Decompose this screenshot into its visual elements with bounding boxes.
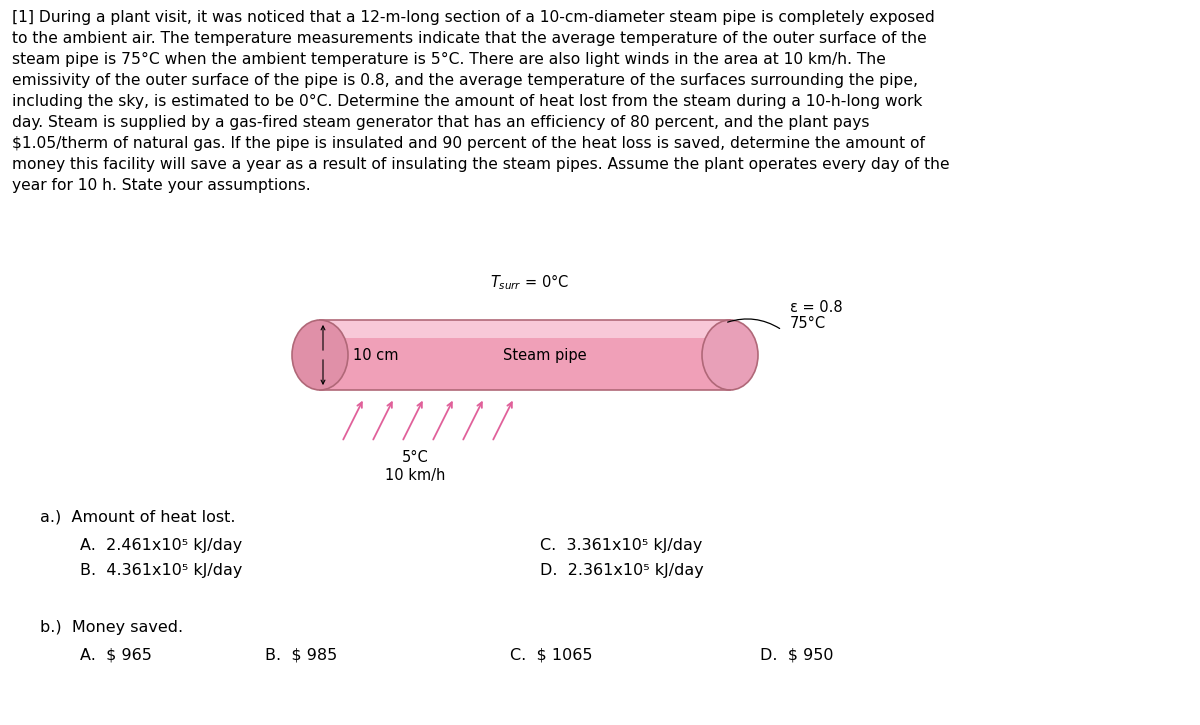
Ellipse shape	[702, 320, 758, 390]
Text: C.  3.361x10⁵ kJ/day: C. 3.361x10⁵ kJ/day	[540, 538, 702, 553]
Text: 10 km/h: 10 km/h	[385, 468, 445, 483]
Text: [1] During a plant visit, it was noticed that a 12-m-long section of a 10-cm-dia: [1] During a plant visit, it was noticed…	[12, 10, 949, 193]
Text: A.  2.461x10⁵ kJ/day: A. 2.461x10⁵ kJ/day	[80, 538, 242, 553]
Text: B.  $ 985: B. $ 985	[265, 648, 337, 663]
Text: a.)  Amount of heat lost.: a.) Amount of heat lost.	[40, 510, 235, 525]
Text: A.  $ 965: A. $ 965	[80, 648, 152, 663]
Text: D.  2.361x10⁵ kJ/day: D. 2.361x10⁵ kJ/day	[540, 563, 703, 578]
Ellipse shape	[292, 320, 348, 390]
FancyArrowPatch shape	[727, 319, 780, 328]
Text: $T_{surr}$ = 0°C: $T_{surr}$ = 0°C	[491, 272, 570, 291]
Text: 10 cm: 10 cm	[353, 347, 398, 362]
Bar	[320, 320, 730, 390]
Text: 5°C: 5°C	[402, 450, 428, 465]
Text: D.  $ 950: D. $ 950	[760, 648, 834, 663]
Text: 75°C: 75°C	[790, 316, 826, 331]
Text: Steam pipe: Steam pipe	[503, 347, 587, 362]
Bar	[320, 320, 730, 338]
Text: B.  4.361x10⁵ kJ/day: B. 4.361x10⁵ kJ/day	[80, 563, 242, 578]
Text: C.  $ 1065: C. $ 1065	[510, 648, 593, 663]
Text: b.)  Money saved.: b.) Money saved.	[40, 620, 184, 635]
Text: ε = 0.8: ε = 0.8	[790, 300, 842, 315]
